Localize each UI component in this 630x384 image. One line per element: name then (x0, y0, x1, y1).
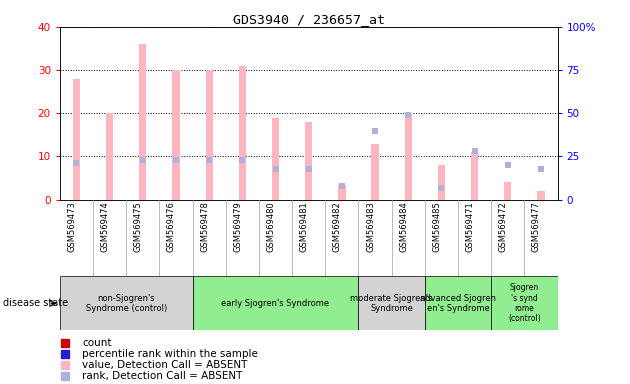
Bar (205, 70, 213, 200)
Text: GSM569482: GSM569482 (333, 201, 342, 252)
Bar (60, 276, 193, 330)
Bar (425, 276, 491, 330)
Bar (537, 191, 544, 200)
Bar (106, 113, 113, 200)
Text: GSM569484: GSM569484 (399, 201, 408, 252)
Bar (73, 79, 80, 200)
Text: disease state: disease state (3, 298, 68, 308)
Text: moderate Sjogren's
Syndrome: moderate Sjogren's Syndrome (350, 294, 433, 313)
Bar (239, 66, 246, 200)
Text: advanced Sjogren
en's Syndrome: advanced Sjogren en's Syndrome (420, 294, 496, 313)
Text: GSM569474: GSM569474 (101, 201, 110, 252)
Text: non-Sjogren's
Syndrome (control): non-Sjogren's Syndrome (control) (86, 294, 167, 313)
Text: GSM569472: GSM569472 (499, 201, 508, 252)
Text: GSM569479: GSM569479 (233, 201, 243, 252)
Bar (471, 152, 478, 200)
Text: GSM569473: GSM569473 (67, 201, 76, 252)
Text: GSM569471: GSM569471 (466, 201, 474, 252)
Bar (358, 276, 425, 330)
Bar (272, 118, 279, 200)
Bar (404, 113, 412, 200)
Bar (305, 122, 312, 200)
Text: rank, Detection Call = ABSENT: rank, Detection Call = ABSENT (83, 371, 243, 381)
Text: GSM569476: GSM569476 (167, 201, 176, 252)
Text: GSM569480: GSM569480 (266, 201, 275, 252)
Text: value, Detection Call = ABSENT: value, Detection Call = ABSENT (83, 360, 248, 371)
Text: Sjogren
's synd
rome
(control): Sjogren 's synd rome (control) (508, 283, 541, 323)
Text: GSM569477: GSM569477 (532, 201, 541, 252)
Bar (173, 70, 180, 200)
Text: GSM569483: GSM569483 (366, 201, 375, 252)
Text: GSM569478: GSM569478 (200, 201, 209, 252)
Bar (139, 44, 146, 200)
Bar (504, 182, 512, 200)
Bar (193, 276, 358, 330)
Text: early Sjogren's Syndrome: early Sjogren's Syndrome (222, 299, 329, 308)
Bar (338, 185, 345, 200)
Text: GSM569485: GSM569485 (432, 201, 442, 252)
Bar (491, 276, 558, 330)
Text: percentile rank within the sample: percentile rank within the sample (83, 349, 258, 359)
Bar (372, 144, 379, 200)
Text: GSM569481: GSM569481 (300, 201, 309, 252)
Bar (438, 165, 445, 200)
Text: count: count (83, 338, 112, 348)
Title: GDS3940 / 236657_at: GDS3940 / 236657_at (232, 13, 385, 26)
Text: GSM569475: GSM569475 (134, 201, 143, 252)
